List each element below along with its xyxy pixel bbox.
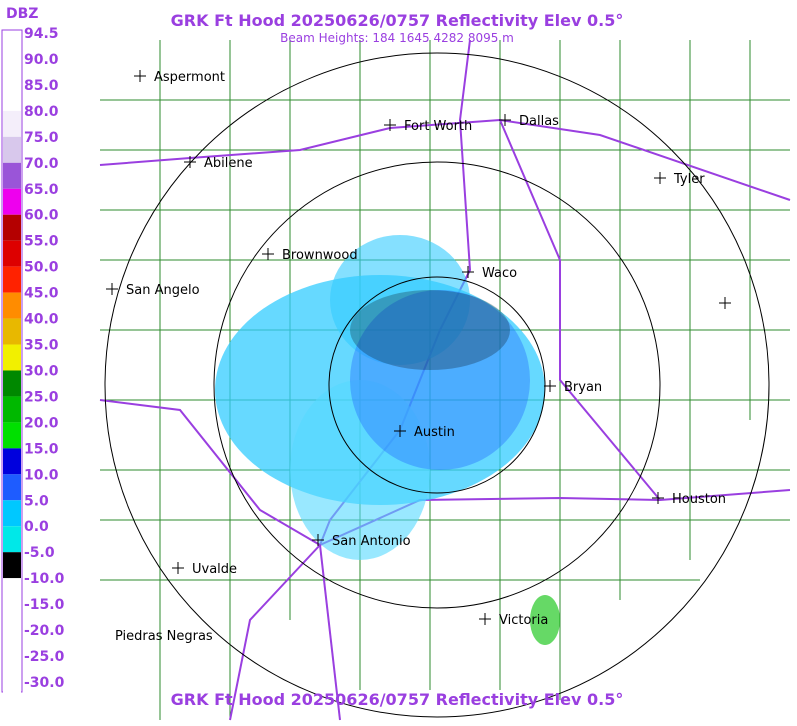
legend-label: 20.0 [24,415,59,431]
legend-swatch [3,682,21,708]
city-marker [262,248,274,260]
legend-label: 75.0 [24,130,59,146]
legend-label: -15.0 [24,597,65,613]
legend-swatch [3,58,21,85]
legend-label: 55.0 [24,234,59,250]
city-marker [652,492,664,504]
city-label: Piedras Negras [115,629,213,644]
legend-title: DBZ [6,6,38,22]
city-label: San Antonio [332,534,411,549]
legend-label: -10.0 [24,571,65,587]
legend-label: 65.0 [24,182,59,198]
city-label: Abilene [204,156,253,171]
city-label: Uvalde [192,562,237,577]
legend-swatch [3,136,21,163]
legend-label: 94.5 [24,26,59,42]
legend-swatch [3,474,21,501]
city-label: Houston [672,492,726,507]
city-label: Austin [414,425,455,440]
legend-swatch [3,266,21,293]
city-marker [312,534,324,546]
legend-label: 60.0 [24,208,59,224]
footer-title: GRK Ft Hood 20250626/0757 Reflectivity E… [171,690,624,709]
legend-label: 0.0 [24,519,49,535]
city-marker [134,70,146,82]
city-label: Bryan [564,380,602,395]
legend-label: 35.0 [24,338,59,354]
title: GRK Ft Hood 20250626/0757 Reflectivity E… [171,11,624,30]
legend-swatch [3,500,21,527]
legend-label: 85.0 [24,78,59,94]
legend-swatch [3,526,21,553]
city-marker [462,266,474,278]
legend-label: -30.0 [24,675,65,691]
legend-label: 40.0 [24,312,59,328]
subtitle: Beam Heights: 184 1645 4282 8095 m [280,31,514,45]
legend-label: 15.0 [24,441,59,457]
legend-swatch [3,33,21,59]
legend-swatch [3,162,21,189]
city-marker [479,613,491,625]
legend-swatch [3,240,21,267]
legend-label: 25.0 [24,389,59,405]
city-marker [719,297,731,309]
city-marker [184,156,196,168]
legend-swatch [3,84,21,111]
city-marker [544,380,556,392]
city-marker [384,119,396,131]
city-marker [654,172,666,184]
legend-swatch [3,552,21,579]
city-label: Victoria [499,613,548,628]
city-label: Tyler [673,172,705,187]
city-label: Dallas [519,114,559,129]
legend-label: 10.0 [24,467,59,483]
legend-swatch [3,188,21,215]
city-label: Waco [482,266,517,281]
legend-swatch [3,370,21,397]
legend-label: 90.0 [24,52,59,68]
legend-label: 50.0 [24,260,59,276]
legend-swatch [3,630,21,657]
legend-swatch [3,448,21,475]
legend-swatch [3,396,21,423]
city-label: Fort Worth [404,119,472,134]
city-marker [172,562,184,574]
legend-swatch [3,214,21,241]
legend-swatch [3,656,21,682]
legend-swatch [3,292,21,319]
city-marker [499,114,511,126]
legend-label: 80.0 [24,104,59,120]
legend-label: -20.0 [24,623,65,639]
legend-label: 30.0 [24,363,59,379]
legend-label: 70.0 [24,156,59,172]
city-marker [394,425,406,437]
city-marker [106,283,118,295]
legend-swatch [3,110,21,137]
radar-echo [215,235,560,645]
legend-swatch [3,578,21,605]
legend-swatch [3,344,21,371]
legend-swatch [3,422,21,449]
range-rings [104,52,770,718]
city-label: San Angelo [126,283,200,298]
legend-label: -25.0 [24,649,65,665]
legend-label: 5.0 [24,493,49,509]
city-label: Aspermont [154,70,225,85]
legend-label: 45.0 [24,286,59,302]
legend-swatch [3,318,21,345]
legend-swatch [3,604,21,631]
legend-label: -5.0 [24,545,55,561]
city-label: Brownwood [282,248,358,263]
